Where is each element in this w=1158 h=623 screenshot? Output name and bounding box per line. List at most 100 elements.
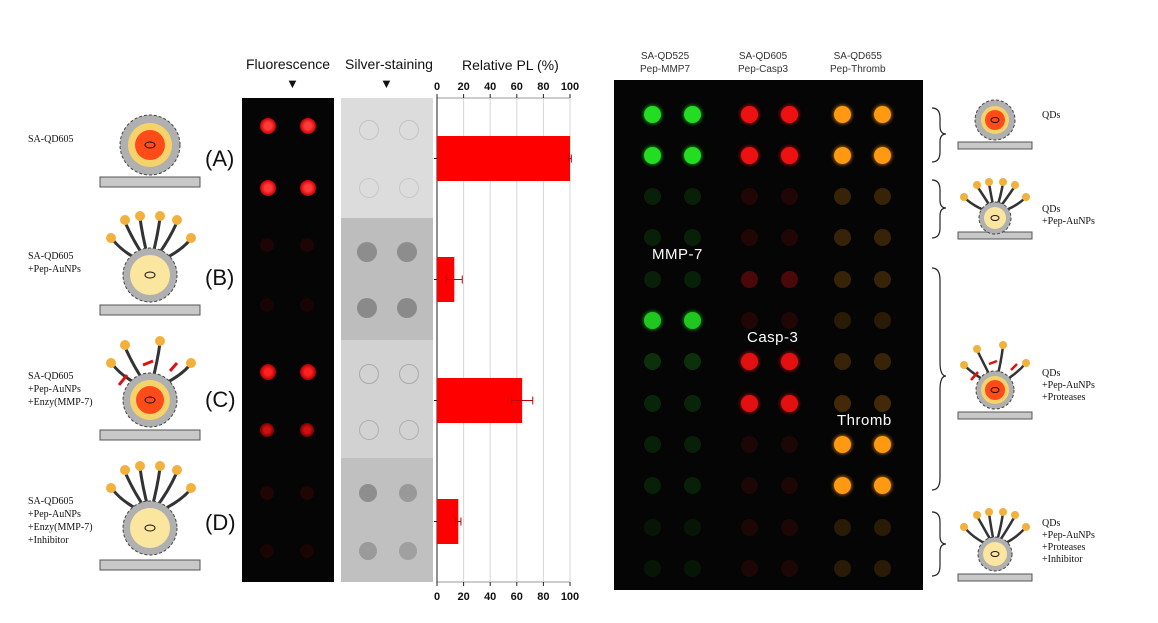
qd-spot bbox=[740, 146, 758, 164]
sample-label-a: SA-QD605 bbox=[28, 134, 74, 145]
silver-spot bbox=[397, 242, 417, 262]
qd-spot bbox=[873, 270, 891, 288]
silver-staining-header: Silver-staining bbox=[345, 56, 433, 72]
silver-spot bbox=[359, 420, 379, 440]
fluorescence-spot bbox=[260, 118, 276, 134]
qd-spot bbox=[740, 105, 758, 123]
silver-spot bbox=[397, 298, 417, 318]
qd-spot bbox=[643, 312, 661, 329]
qd-illustration-right-2 bbox=[957, 178, 1033, 240]
qd-spot bbox=[740, 353, 758, 371]
fluorescence-spot bbox=[300, 180, 316, 196]
fluorescence-spot bbox=[260, 180, 276, 196]
qd-spot bbox=[643, 394, 661, 412]
sample-label-b: SA-QD605 +Pep-AuNPs bbox=[28, 251, 81, 275]
qd-spot bbox=[780, 518, 798, 536]
qd-spot bbox=[683, 146, 701, 164]
silver-spot bbox=[399, 364, 419, 384]
fluorescence-spot bbox=[260, 423, 274, 437]
qd-spot bbox=[873, 229, 891, 247]
silver-image-d bbox=[341, 458, 433, 582]
qd-spot bbox=[833, 312, 851, 329]
qd-spot bbox=[833, 270, 851, 288]
qd-spot bbox=[643, 559, 661, 577]
row-letter-c: (C) bbox=[205, 387, 236, 412]
tick-label: 0 bbox=[434, 81, 440, 93]
qd-spot bbox=[683, 559, 701, 577]
brace-inhibitor bbox=[931, 511, 947, 577]
fluorescence-header: Fluorescence bbox=[246, 56, 331, 72]
qd-illustration-a bbox=[99, 114, 201, 188]
qd-spot bbox=[833, 477, 851, 495]
qd-illustration-c bbox=[99, 336, 201, 441]
qd-spot bbox=[643, 270, 661, 288]
qd-spot bbox=[780, 435, 798, 453]
tick-label: 100 bbox=[561, 81, 579, 93]
qd-spot bbox=[683, 394, 701, 412]
qd-spot bbox=[873, 559, 891, 577]
qd-spot bbox=[643, 477, 661, 495]
qd-spot bbox=[643, 146, 661, 164]
qd655-name: SA-QD655 bbox=[833, 51, 882, 62]
qd-spot bbox=[683, 188, 701, 206]
relative-pl-chart: 0 20 40 60 80 100 0 20 40 60 80 100 bbox=[434, 81, 579, 603]
qd-spot bbox=[740, 188, 758, 206]
qd-spot bbox=[780, 270, 798, 288]
qd-spot bbox=[683, 435, 701, 453]
qd-spot bbox=[683, 105, 701, 123]
silver-spot bbox=[357, 242, 377, 262]
qd605-name: SA-QD605 bbox=[738, 51, 788, 62]
silver-staining-panel bbox=[341, 98, 433, 582]
qd605-peptide: Pep-Casp3 bbox=[738, 64, 789, 75]
bar bbox=[437, 378, 523, 423]
qd-illustration-d bbox=[99, 461, 201, 571]
qd-illustration-right-1 bbox=[957, 99, 1033, 150]
qd-spot bbox=[833, 353, 851, 371]
qd-spot bbox=[740, 477, 758, 495]
brace-label-2: QDs +Pep-AuNPs bbox=[1042, 204, 1095, 227]
sample-label-d: SA-QD605 +Pep-AuNPs +Enzy(MMP-7) +Inhibi… bbox=[28, 496, 93, 546]
qd-spot bbox=[873, 435, 891, 453]
qd-spot bbox=[643, 518, 661, 536]
qd-spot bbox=[780, 559, 798, 577]
fluorescence-spot bbox=[260, 544, 274, 558]
qd-spot bbox=[873, 518, 891, 536]
sample-label-c: SA-QD605 +Pep-AuNPs +Enzy(MMP-7) bbox=[28, 371, 93, 408]
silver-spot bbox=[399, 178, 419, 198]
qd655-peptide: Pep-Thromb bbox=[830, 64, 886, 75]
qd525-header: SA-QD525 Pep-MMP7 bbox=[640, 50, 690, 76]
brace-label-1: QDs bbox=[1042, 110, 1061, 121]
qd-spot bbox=[740, 559, 758, 577]
relative-pl-header: Relative PL (%) bbox=[462, 57, 559, 73]
qd-spot bbox=[780, 188, 798, 206]
qd-spot bbox=[780, 146, 798, 164]
fluorescence-spot bbox=[300, 544, 314, 558]
silver-spot bbox=[359, 178, 379, 198]
fluorescence-panel bbox=[242, 98, 334, 582]
row-letter-d: (D) bbox=[205, 510, 236, 535]
qd-spot bbox=[740, 229, 758, 247]
silver-spot bbox=[399, 484, 417, 502]
qd-spot bbox=[780, 312, 798, 329]
fluorescence-spot bbox=[260, 238, 274, 252]
fluorescence-spot bbox=[300, 486, 314, 500]
qd-spot bbox=[833, 518, 851, 536]
qd-spot bbox=[780, 229, 798, 247]
silver-spot bbox=[399, 420, 419, 440]
qd-spot bbox=[643, 188, 661, 206]
braces bbox=[931, 107, 947, 577]
qd-spot bbox=[833, 559, 851, 577]
silver-image-c bbox=[341, 340, 433, 458]
brace-qds-aunps bbox=[931, 179, 947, 239]
fluorescence-spot bbox=[300, 423, 314, 437]
qd-illustration-b bbox=[99, 211, 201, 316]
qd-spot bbox=[740, 312, 758, 329]
silver-image-b bbox=[341, 218, 433, 340]
fluorescence-spot bbox=[260, 486, 274, 500]
qd-spot bbox=[683, 270, 701, 288]
down-arrow-icon: ▼ bbox=[380, 76, 393, 91]
qd-spot bbox=[833, 435, 851, 453]
qd-spot bbox=[683, 477, 701, 495]
down-arrow-icon: ▼ bbox=[286, 76, 299, 91]
qd-illustration-right-4 bbox=[957, 508, 1033, 582]
